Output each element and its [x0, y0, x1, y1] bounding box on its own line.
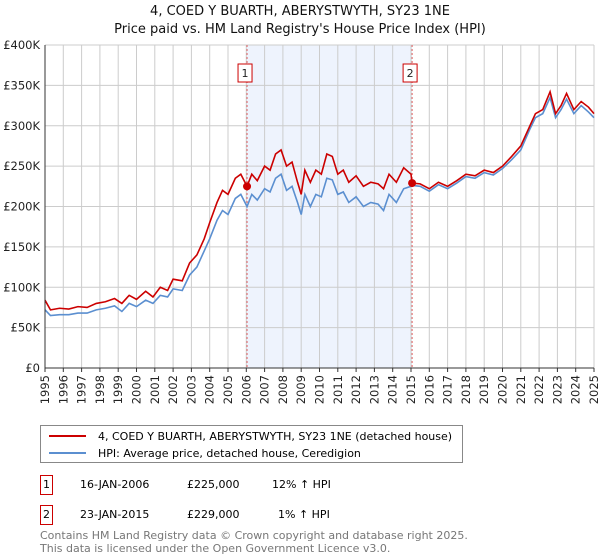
transaction-price: £225,000 [187, 478, 240, 491]
legend-label: 4, COED Y BUARTH, ABERYSTWYTH, SY23 1NE … [98, 429, 453, 443]
x-tick-label: 2019 [477, 375, 491, 404]
x-tick-label: 2006 [239, 375, 253, 404]
transaction-date: 23-JAN-2015 [80, 508, 150, 521]
x-tick-label: 2025 [587, 375, 600, 404]
marker-badge [237, 63, 253, 83]
x-tick-label: 2005 [221, 375, 235, 404]
x-tick-label: 2003 [184, 375, 198, 404]
x-tick-label: 2017 [441, 375, 455, 404]
y-tick-label: £150K [3, 240, 40, 254]
transaction-date: 16-JAN-2006 [80, 478, 150, 491]
x-tick-label: 2008 [276, 375, 290, 404]
x-tick-label: 2007 [258, 375, 272, 404]
x-tick-label: 2001 [148, 375, 162, 404]
x-tick-label: 2004 [203, 375, 217, 404]
y-tick-label: £250K [3, 159, 40, 173]
transaction-hpi: 1% ↑ HPI [278, 508, 330, 521]
x-tick-label: 2002 [166, 375, 180, 404]
marker-badge-label: 1 [242, 67, 249, 80]
x-tick-label: 2021 [514, 375, 528, 404]
y-tick-label: £400K [3, 38, 40, 52]
transaction-hpi: 12% ↑ HPI [272, 478, 331, 491]
x-tick-label: 2013 [367, 375, 381, 404]
x-tick-label: 2024 [569, 375, 583, 404]
transaction-row: 1 16-JAN-2006 £225,000 12% ↑ HPI [40, 475, 440, 495]
x-tick-label: 2000 [130, 375, 144, 404]
x-tick-label: 2014 [386, 375, 400, 404]
x-tick-label: 2023 [550, 375, 564, 404]
y-tick-label: £200K [3, 200, 40, 214]
transaction-row: 2 23-JAN-2015 £229,000 1% ↑ HPI [40, 505, 440, 525]
x-tick-label: 2016 [422, 375, 436, 404]
marker-badge [402, 63, 418, 83]
transaction-price: £229,000 [187, 508, 240, 521]
x-tick-label: 1997 [75, 375, 89, 404]
y-tick-label: £100K [3, 280, 40, 294]
x-tick-label: 2012 [349, 375, 363, 404]
footer: Contains HM Land Registry data © Crown c… [40, 529, 468, 555]
x-tick-label: 2009 [294, 375, 308, 404]
legend-swatch-blue [49, 452, 86, 454]
x-tick-label: 2022 [532, 375, 546, 404]
chart-subtitle: Price paid vs. HM Land Registry's House … [114, 22, 486, 37]
x-tick-label: 2015 [404, 375, 418, 404]
legend-item-property: 4, COED Y BUARTH, ABERYSTWYTH, SY23 1NE … [49, 429, 452, 443]
x-tick-label: 2011 [331, 375, 345, 404]
y-tick-label: £0 [25, 361, 40, 375]
series-line [44, 95, 595, 317]
sale-point [243, 182, 252, 191]
chart-title: 4, COED Y BUARTH, ABERYSTWYTH, SY23 1NE [150, 4, 450, 19]
x-tick-label: 2010 [313, 375, 327, 404]
y-tick-label: £50K [11, 321, 41, 335]
footer-line: This data is licensed under the Open Gov… [40, 542, 391, 555]
price-chart: 1995 1996 1997 1998 1999 2000 2001 2002 2003 2004… [3, 38, 600, 404]
legend-label: HPI: Average price, detached house, Cere… [98, 446, 361, 460]
x-tick-label: 2020 [496, 375, 510, 404]
x-tick-label: 2018 [459, 375, 473, 404]
sale-point [408, 179, 417, 188]
series-line [44, 89, 595, 311]
footer-line: Contains HM Land Registry data © Crown c… [40, 529, 468, 542]
legend-item-hpi: HPI: Average price, detached house, Cere… [49, 446, 452, 460]
x-tick-label: 1999 [111, 375, 125, 404]
x-tick-label: 1998 [93, 375, 107, 404]
y-tick-label: £300K [3, 119, 40, 133]
x-tick-label: 1995 [38, 375, 52, 404]
marker-badge: 1 [40, 475, 53, 495]
legend-swatch-red [49, 435, 86, 437]
legend: 4, COED Y BUARTH, ABERYSTWYTH, SY23 1NE … [40, 425, 464, 463]
y-tick-label: £350K [3, 78, 40, 92]
marker-badge-label: 2 [407, 67, 414, 80]
marker-badge: 2 [40, 505, 53, 525]
x-tick-label: 1996 [56, 375, 70, 404]
